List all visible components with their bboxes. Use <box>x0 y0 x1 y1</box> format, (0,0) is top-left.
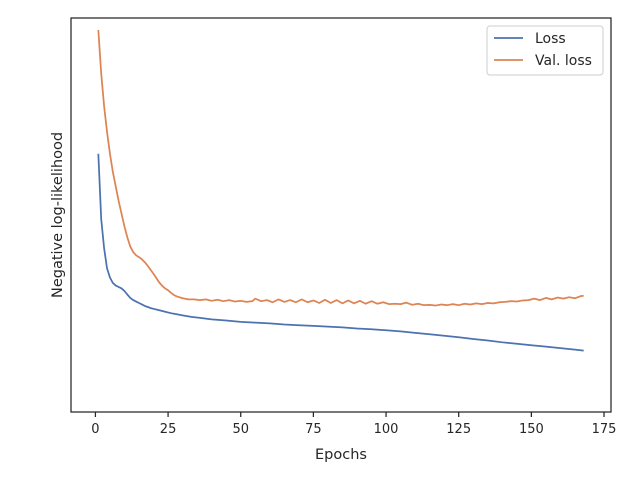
legend-label-val-loss: Val. loss <box>535 53 592 69</box>
x-axis-ticks: 0 25 50 75 100 125 150 175 <box>91 412 616 437</box>
x-tick-label: 75 <box>305 422 322 437</box>
x-tick-label: 0 <box>91 422 99 437</box>
series-layer <box>97 29 584 352</box>
x-tick-label: 50 <box>232 422 249 437</box>
x-tick-label: 100 <box>374 422 399 437</box>
y-axis-title: Negative log-likelihood <box>50 132 66 298</box>
x-tick-label: 25 <box>160 422 177 437</box>
legend: Loss Val. loss <box>486 25 604 76</box>
x-tick-label: 125 <box>446 422 471 437</box>
series-line-loss <box>97 153 584 352</box>
plot-area <box>70 17 612 413</box>
x-axis-title: Epochs <box>315 447 367 463</box>
x-tick-label: 175 <box>592 422 617 437</box>
series-line-val-loss <box>97 29 584 307</box>
x-tick-label: 150 <box>519 422 544 437</box>
legend-label-loss: Loss <box>535 31 566 47</box>
